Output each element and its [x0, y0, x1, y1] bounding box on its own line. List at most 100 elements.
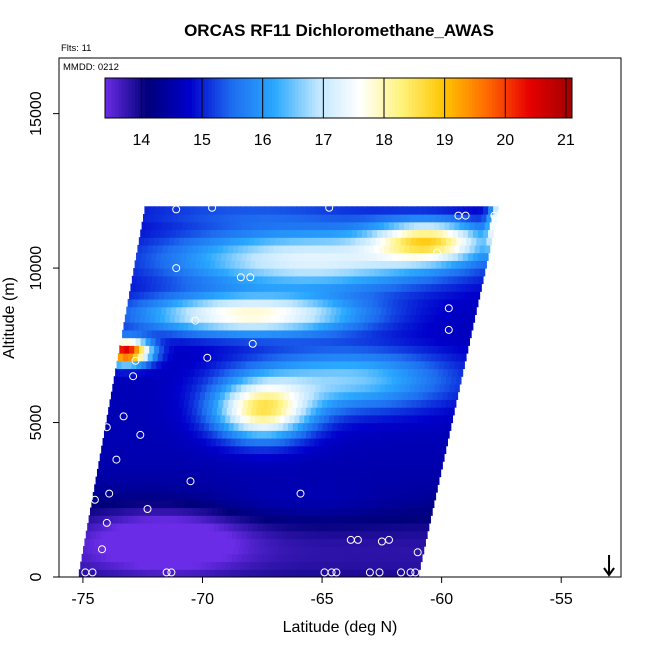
heatmap-cell [388, 437, 394, 447]
heatmap-cell [481, 260, 487, 269]
heatmap-cell [241, 507, 247, 516]
heatmap-cell [376, 422, 383, 431]
heatmap-cell [350, 522, 357, 532]
heatmap-cell [160, 522, 166, 532]
heatmap-cell [275, 260, 281, 269]
heatmap-cell [141, 437, 148, 447]
heatmap-cell [167, 561, 174, 570]
heatmap-cell [296, 306, 302, 316]
heatmap-cell [159, 291, 165, 300]
heatmap-cell [231, 507, 238, 516]
heatmap-cell [454, 337, 461, 346]
heatmap-cell [391, 422, 398, 431]
heatmap-cell [136, 275, 143, 285]
heatmap-cell [313, 492, 319, 501]
heatmap-cell [402, 229, 408, 238]
heatmap-cell [442, 368, 449, 377]
heatmap-cell [133, 268, 139, 277]
heatmap-cell [371, 468, 378, 478]
heatmap-cell [256, 530, 262, 539]
heatmap-cell [305, 407, 312, 416]
heatmap-cell [129, 507, 135, 516]
y-axis-label: Altitude (m) [1, 277, 18, 359]
heatmap-cell [419, 499, 425, 509]
heatmap-cell [199, 368, 206, 377]
heatmap-cell [394, 244, 400, 254]
heatmap-cell [295, 337, 301, 346]
heatmap-cell [420, 237, 427, 246]
heatmap-cell [439, 430, 445, 439]
heatmap-cell [156, 383, 163, 393]
heatmap-cell [237, 376, 244, 385]
heatmap-cell [314, 507, 321, 516]
heatmap-cell [350, 383, 356, 393]
heatmap-cell [394, 383, 401, 393]
heatmap-cell [235, 461, 242, 470]
heatmap-cell [350, 476, 357, 485]
heatmap-cell [266, 453, 273, 462]
heatmap-cell [472, 275, 479, 285]
colorbar-segment [125, 78, 129, 118]
heatmap-cell [348, 437, 355, 447]
heatmap-cell [412, 252, 419, 261]
heatmap-cell [345, 283, 352, 292]
heatmap-cell [346, 329, 353, 339]
heatmap-cell [365, 476, 371, 485]
heatmap-cell [354, 291, 360, 300]
heatmap-cell [440, 445, 447, 455]
heatmap-cell [397, 252, 404, 261]
heatmap-cell [391, 468, 398, 478]
heatmap-cell [393, 345, 399, 354]
arrow-marker [603, 555, 615, 577]
heatmap-cell [191, 360, 197, 370]
heatmap-cell [226, 383, 232, 393]
colorbar-segment [375, 78, 380, 118]
heatmap-cell [318, 345, 324, 354]
heatmap-cell [353, 345, 359, 354]
heatmap-cell [341, 329, 348, 339]
heatmap-cell [430, 445, 437, 455]
heatmap-cell [301, 453, 307, 462]
heatmap-cell [120, 499, 127, 509]
heatmap-cell [298, 345, 305, 354]
heatmap-cell [363, 391, 369, 400]
heatmap-cell [293, 322, 299, 331]
x-tick-label: -65 [311, 591, 334, 608]
heatmap-cell [430, 214, 437, 223]
heatmap-cell [462, 298, 469, 308]
heatmap-cell [252, 376, 259, 385]
heatmap-cell [432, 252, 439, 261]
heatmap-cell [200, 515, 207, 524]
heatmap-cell [318, 221, 324, 231]
colorbar-segment [145, 78, 149, 118]
heatmap-cell [220, 437, 227, 447]
heatmap-cell [336, 206, 343, 215]
heatmap-cell [174, 422, 180, 431]
heatmap-cell [224, 391, 231, 400]
heatmap-cell [267, 522, 274, 532]
heatmap-cell [359, 337, 366, 346]
heatmap-cell [197, 244, 204, 254]
heatmap-cell [218, 322, 224, 331]
heatmap-cell [321, 306, 327, 316]
heatmap-cell [428, 499, 435, 509]
heatmap-cell [384, 291, 391, 300]
heatmap-cell [369, 291, 376, 300]
colorbar-segment [191, 78, 196, 118]
heatmap-cell [437, 461, 443, 470]
heatmap-cell [197, 407, 203, 416]
heatmap-cell [238, 546, 245, 555]
heatmap-cell [408, 391, 414, 400]
heatmap-cell [384, 407, 391, 416]
heatmap-cell [426, 329, 432, 339]
heatmap-cell [424, 337, 431, 346]
heatmap-cell [299, 484, 306, 493]
heatmap-cell [314, 553, 321, 563]
heatmap-cell [427, 252, 434, 261]
heatmap-cell [241, 252, 248, 261]
heatmap-cell [171, 569, 177, 577]
heatmap-cell [112, 569, 119, 577]
heatmap-cell [325, 260, 332, 269]
heatmap-cell [134, 368, 141, 377]
heatmap-cell [349, 553, 355, 563]
